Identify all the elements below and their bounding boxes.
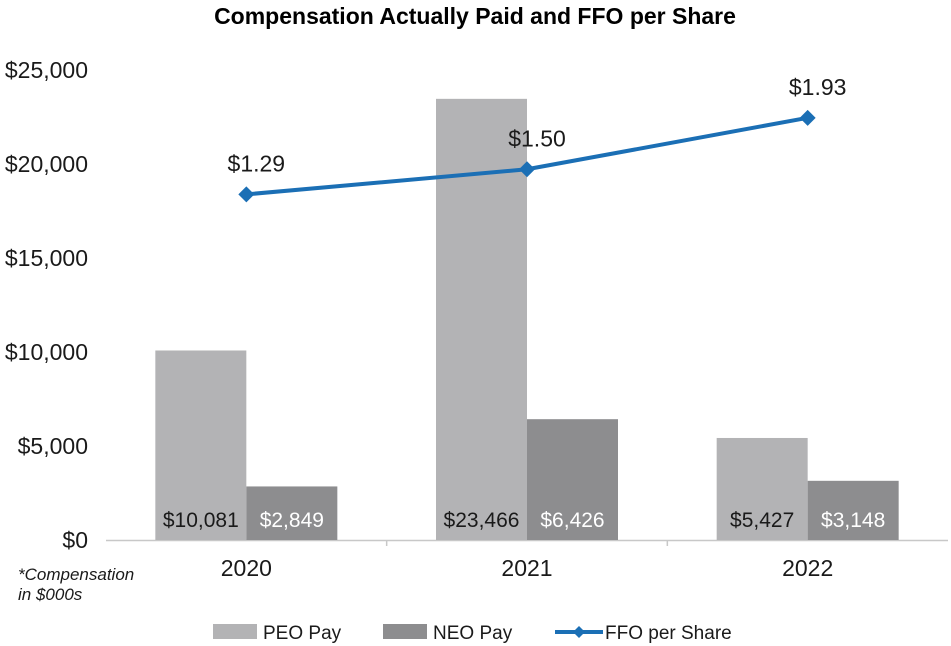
legend-label: FFO per Share — [605, 623, 732, 644]
ffo-data-label: $1.29 — [228, 150, 286, 176]
legend-label: PEO Pay — [263, 623, 342, 644]
compensation-note-line1: *Compensation — [18, 565, 134, 584]
x-tick-label: 2020 — [221, 555, 272, 581]
bar-data-label: $6,426 — [540, 509, 604, 532]
bar-data-label: $2,849 — [260, 509, 324, 532]
y-tick-label: $0 — [62, 527, 88, 553]
legend-label: NEO Pay — [433, 623, 513, 644]
ffo-data-label: $1.93 — [789, 74, 847, 100]
y-tick-label: $5,000 — [18, 433, 88, 459]
x-tick-label: 2022 — [782, 555, 833, 581]
y-tick-label: $20,000 — [5, 151, 88, 177]
y-tick-label: $10,000 — [5, 339, 88, 365]
y-axis: $0 $5,000 $10,000 $15,000 $20,000 $25,000 — [5, 57, 88, 553]
bar-data-label: $5,427 — [730, 509, 794, 532]
ffo-line: $1.29 $1.50 $1.93 — [228, 74, 847, 203]
bar-neo-pay-2021 — [527, 419, 618, 540]
x-tick-label: 2021 — [501, 555, 552, 581]
bar-peo-pay-2022 — [716, 437, 808, 540]
ffo-point-2022 — [799, 109, 816, 126]
compensation-note-line2: in $000s — [18, 585, 83, 604]
bar-peo-pay-2020 — [155, 350, 247, 540]
legend-swatch-neo-pay — [383, 624, 427, 639]
bar-data-label: $10,081 — [163, 509, 239, 532]
legend-marker-ffo — [573, 626, 585, 638]
legend: PEO Pay NEO Pay FFO per Share — [213, 623, 732, 644]
ffo-point-2021 — [519, 161, 535, 178]
bar-neo-pay-2020 — [246, 486, 338, 540]
x-axis: 2020 2021 2022 — [221, 540, 833, 581]
ffo-point-2020 — [238, 186, 255, 203]
y-tick-label: $15,000 — [5, 245, 88, 271]
bar-neo-pay-2022 — [807, 480, 899, 540]
bar-data-label: $3,148 — [821, 509, 885, 532]
bar-peo-pay-2021 — [436, 98, 527, 540]
bar-data-label: $23,466 — [444, 509, 520, 532]
legend-swatch-peo-pay — [213, 624, 257, 639]
ffo-data-label: $1.50 — [508, 125, 566, 151]
chart-title: Compensation Actually Paid and FFO per S… — [214, 3, 736, 29]
y-tick-label: $25,000 — [5, 57, 88, 83]
